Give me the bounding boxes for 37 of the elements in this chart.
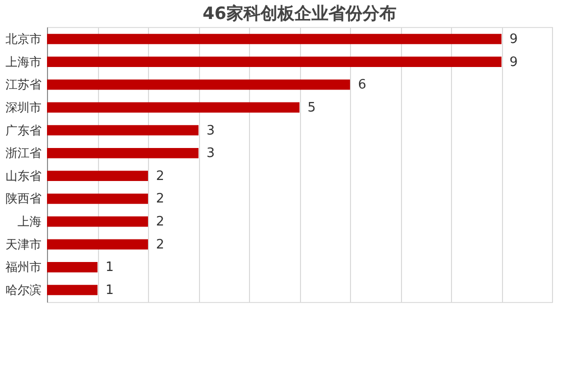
bar [47,34,502,44]
y-tick-label: 上海 [18,214,42,229]
bar [47,216,148,227]
y-tick-label: 上海市 [6,54,42,69]
y-tick-label: 天津市 [6,237,42,252]
bar [47,170,148,182]
bar [47,56,502,67]
data-label: 3 [206,146,215,162]
data-label: 2 [156,237,164,252]
bar [47,125,198,136]
data-label: 3 [206,123,215,138]
y-tick-label: 山东省 [6,168,42,183]
y-tick-label: 广东省 [6,123,42,138]
data-label: 1 [106,283,114,298]
bar [47,239,148,250]
y-tick-label: 江苏省 [6,78,42,92]
data-label: 2 [156,214,164,230]
y-tick-label: 陕西省 [6,192,42,206]
bar [47,79,350,90]
data-label: 6 [358,78,366,93]
bar [47,148,198,158]
y-tick-label: 北京市 [6,32,42,46]
data-label: 9 [510,54,518,70]
data-label: 1 [106,260,114,276]
y-tick-label: 浙江省 [6,146,42,160]
data-label: 5 [308,100,316,116]
data-label: 2 [156,192,164,207]
bar [47,262,98,272]
data-label: 9 [510,32,518,47]
bar [47,284,98,296]
chart-title: 46家科创板企业省份分布 [202,4,396,24]
y-tick-label: 福州市 [6,260,42,274]
bar [47,102,300,113]
y-tick-label: 哈尔滨 [6,283,42,298]
y-tick-label: 深圳市 [6,100,42,114]
data-label: 2 [156,168,164,184]
bar [47,194,148,204]
